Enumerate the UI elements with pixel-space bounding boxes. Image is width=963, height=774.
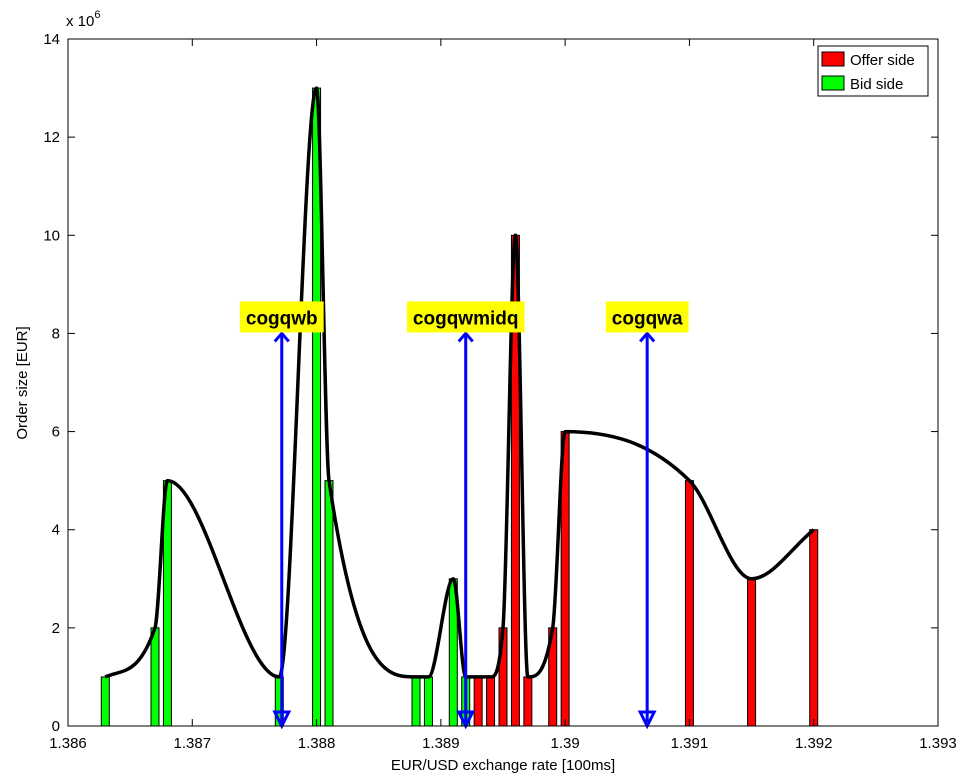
x-axis-ticks: 1.386 1.387 1.388 1.389 1.39 1.391 1.392 1.393	[49, 39, 957, 752]
x-tick-label: 1.391	[671, 735, 709, 752]
x-tick-label: 1.389	[422, 735, 460, 752]
arrow-head-bottom	[456, 710, 476, 730]
y-tick-label: 2	[52, 620, 60, 637]
bid-bar	[423, 676, 433, 727]
annotation-layer: cogqwb cogqwmidq cogqwa	[239, 301, 689, 730]
annotation-label: cogqwa	[612, 308, 683, 329]
annotation-label: cogqwmidq	[413, 308, 519, 329]
annotation-label: cogqwb	[246, 308, 318, 329]
x-tick-label: 1.393	[919, 735, 957, 752]
annotation-cogqwa: cogqwa	[605, 301, 689, 730]
bid-bar	[150, 627, 160, 727]
offer-bar	[684, 480, 694, 727]
arrow-head-bottom	[272, 710, 292, 730]
y-tick-label: 4	[52, 522, 60, 539]
offer-bar	[486, 676, 496, 727]
annotation-cogqwmidq: cogqwmidq	[406, 301, 525, 730]
arrow-head-top	[457, 331, 474, 343]
offer-bar	[809, 529, 819, 727]
offer-bar	[747, 578, 757, 727]
x-tick-label: 1.387	[174, 735, 212, 752]
bid-bar	[100, 676, 110, 727]
legend-label-offer: Offer side	[850, 52, 915, 69]
y-tick-label: 12	[43, 129, 60, 146]
arrow-head-bottom	[637, 710, 657, 730]
annotation-label-bg	[605, 301, 689, 333]
arrow-head-top	[639, 331, 656, 343]
legend-label-bid: Bid side	[850, 76, 903, 93]
annotation-cogqwb: cogqwb	[239, 301, 324, 730]
y-axis-exponent: x 106	[66, 9, 100, 30]
bid-bar	[324, 480, 334, 727]
annotation-label-bg	[406, 301, 525, 333]
y-tick-label: 0	[52, 718, 60, 735]
y-axis-ticks: 0 2 4 6 8 10 12 14	[43, 31, 938, 735]
x-tick-label: 1.388	[298, 735, 336, 752]
y-axis-title: Order size [EUR]	[14, 326, 31, 439]
x-axis-title: EUR/USD exchange rate [100ms]	[391, 757, 615, 774]
offer-bar	[473, 676, 483, 727]
x-tick-label: 1.386	[49, 735, 87, 752]
annotation-label-bg	[239, 301, 324, 333]
legend-swatch-bid	[821, 75, 845, 91]
y-tick-label: 10	[43, 227, 60, 244]
y-exponent-power: 6	[94, 9, 100, 21]
y-exponent-base: x 10	[66, 13, 94, 30]
x-tick-label: 1.392	[795, 735, 833, 752]
legend-swatch-offer	[821, 51, 845, 67]
y-tick-label: 14	[43, 31, 60, 48]
bid-bar	[411, 676, 421, 727]
plot-frame	[67, 38, 939, 727]
y-tick-label: 8	[52, 325, 60, 342]
offer-bar	[523, 676, 533, 727]
x-tick-label: 1.39	[551, 735, 580, 752]
arrow-head-top	[273, 331, 290, 343]
y-tick-label: 6	[52, 424, 60, 441]
legend: Offer side Bid side	[817, 45, 929, 97]
